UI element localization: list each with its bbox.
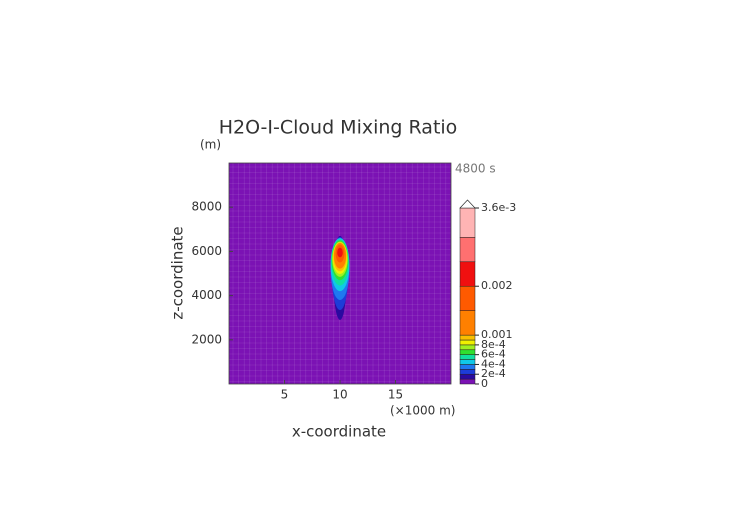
contour-region <box>337 247 343 258</box>
colorbar-tick-label: 3.6e-3 <box>481 201 516 214</box>
y-tick-label: 4000 <box>191 288 222 302</box>
x-tick-label: 15 <box>388 388 403 402</box>
colorbar-tick-label: 0.002 <box>481 279 513 292</box>
colorbar-extension <box>459 199 476 209</box>
colorbar-band <box>459 349 476 355</box>
colorbar-band <box>459 373 476 380</box>
colorbar-band <box>459 261 476 287</box>
colorbar-tick-label: 0 <box>481 377 488 390</box>
colorbar-tick-label: 4e-4 <box>481 357 506 370</box>
colorbar-band <box>459 334 476 341</box>
colorbar-band <box>459 310 476 336</box>
colorbar-band <box>459 369 476 375</box>
colorbar-tick-label: 8e-4 <box>481 338 506 351</box>
colorbar-band <box>459 354 476 360</box>
colorbar-band <box>459 364 476 370</box>
colorbar-band <box>459 285 476 311</box>
colorbar-band <box>459 339 476 346</box>
chart-title: H2O-I-Cloud Mixing Ratio <box>219 117 458 139</box>
y-tick-label: 8000 <box>191 200 222 214</box>
colorbar-tick-label: 6e-4 <box>481 348 506 361</box>
colorbar-band <box>459 378 476 385</box>
colorbar-tick-label: 0.001 <box>481 328 513 341</box>
colorbar-band <box>459 344 476 351</box>
colorbar-band <box>459 237 476 263</box>
y-axis-label: z-coordinate <box>169 226 187 319</box>
x-tick-label: 5 <box>281 388 289 402</box>
x-unit: (×1000 m) <box>390 404 455 418</box>
time-label: 4800 s <box>455 162 496 176</box>
x-axis-label: x-coordinate <box>292 423 386 441</box>
y-unit: (m) <box>200 138 221 152</box>
colorbar-band <box>459 207 476 238</box>
colorbar-tick-label: 2e-4 <box>481 367 506 380</box>
y-tick-label: 6000 <box>191 244 222 258</box>
x-tick-label: 10 <box>332 388 347 402</box>
y-tick-label: 2000 <box>191 332 222 346</box>
colorbar-band <box>459 359 476 365</box>
